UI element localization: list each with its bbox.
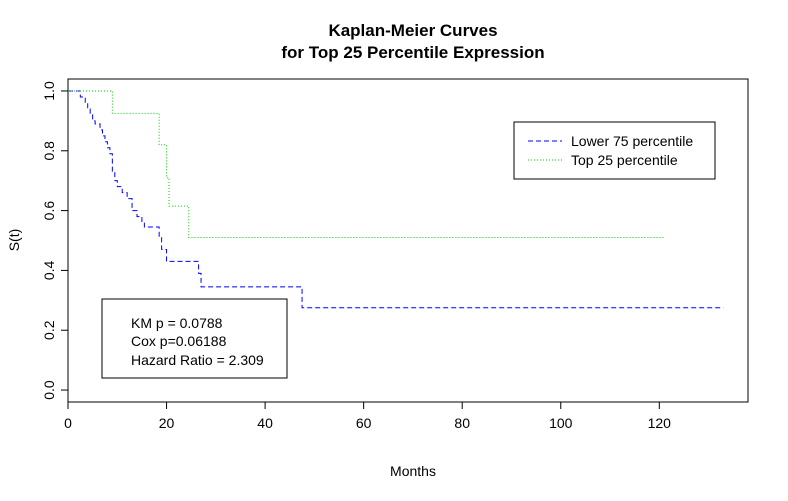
x-tick-label: 100 [549,415,573,431]
chart-title-line1: Kaplan-Meier Curves [328,21,497,40]
x-tick-label: 60 [356,415,372,431]
x-tick-label: 20 [159,415,175,431]
stats-box-frame [101,298,288,379]
stats-box: KM p = 0.0788 Cox p=0.06188 Hazard Ratio… [101,298,288,379]
x-tick-label: 40 [257,415,273,431]
legend-label-lower75: Lower 75 percentile [571,133,693,149]
y-tick-label: 0.4 [41,260,57,280]
legend-label-top25: Top 25 percentile [571,152,678,168]
legend-box [513,121,716,180]
stat-hazard-ratio: Hazard Ratio = 2.309 [131,352,264,368]
curve-top-25-percentile [68,90,665,239]
chart-title-line2: for Top 25 Percentile Expression [281,43,544,62]
legend: Lower 75 percentile Top 25 percentile [513,121,716,180]
y-tick-label: 0.2 [41,320,57,340]
x-tick-label: 80 [454,415,470,431]
y-axis-label: S(t) [6,229,22,252]
x-axis: 0 20 40 60 80 100 120 [64,401,672,431]
curve-lower-75-percentile [68,90,724,309]
y-tick-label: 1.0 [41,81,57,101]
y-tick-label: 0.8 [41,141,57,161]
stat-km-p: KM p = 0.0788 [131,315,223,331]
x-tick-label: 120 [648,415,672,431]
y-axis: 0.0 0.2 0.4 0.6 0.8 1.0 [41,81,69,400]
y-tick-label: 0.6 [41,201,57,221]
x-axis-label: Months [390,463,436,479]
stat-cox-p: Cox p=0.06188 [131,333,227,349]
x-tick-label: 0 [64,415,72,431]
survival-curves [68,90,724,309]
y-tick-label: 0.0 [41,380,57,400]
